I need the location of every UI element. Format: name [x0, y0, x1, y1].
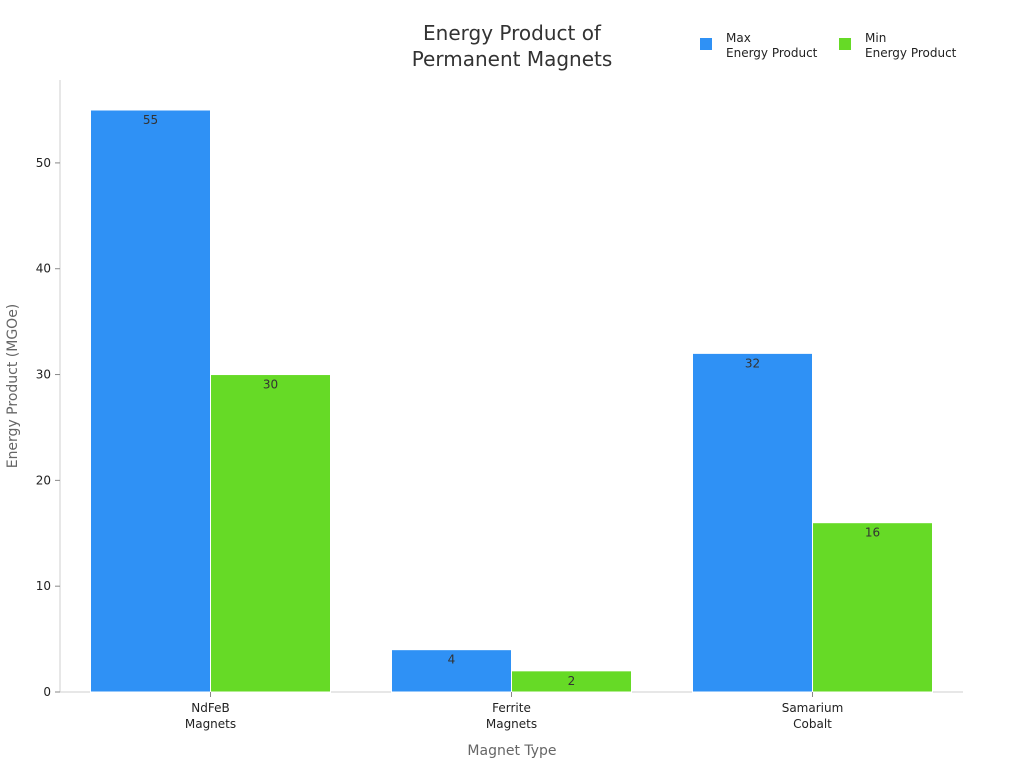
- data-label: 16: [865, 526, 880, 540]
- chart-title-line-1: Energy Product of: [423, 21, 602, 45]
- y-tick-label: 10: [36, 579, 51, 593]
- y-ticks: 0 10 20 30 40 50: [36, 156, 60, 699]
- x-tick-label: Magnets: [185, 717, 236, 731]
- bar-max-2[interactable]: [692, 352, 813, 693]
- x-axis-title: Magnet Type: [467, 743, 556, 759]
- legend-label-min-line-2: Energy Product: [865, 46, 957, 60]
- x-ticks: NdFeB Magnets Ferrite Magnets Samarium Cobalt: [185, 692, 843, 731]
- y-axis-title: Energy Product (MGOe): [5, 304, 21, 469]
- y-tick-label: 50: [36, 156, 51, 170]
- y-tick-label: 20: [36, 473, 51, 487]
- data-label: 32: [745, 356, 760, 370]
- bar-max-0[interactable]: [90, 109, 211, 693]
- data-label: 2: [568, 674, 576, 688]
- chart-title-line-2: Permanent Magnets: [412, 47, 613, 71]
- x-tick-label: Cobalt: [793, 717, 832, 731]
- x-tick-label: Magnets: [486, 717, 537, 731]
- data-label: 30: [263, 378, 278, 392]
- legend-label-max-line-1: Max: [726, 31, 751, 45]
- y-tick-label: 0: [43, 685, 51, 699]
- bar-min-0[interactable]: [210, 374, 331, 693]
- data-label: 55: [143, 113, 158, 127]
- y-tick-label: 30: [36, 368, 51, 382]
- x-tick-label: NdFeB: [191, 701, 229, 715]
- legend-swatch-min: [839, 38, 851, 50]
- legend-item-max[interactable]: Max Energy Product: [700, 31, 818, 60]
- legend-swatch-max: [700, 38, 712, 50]
- x-tick-label: Samarium: [782, 701, 844, 715]
- legend-label-min-line-1: Min: [865, 31, 886, 45]
- bar-max-1[interactable]: [391, 649, 512, 693]
- data-label: 4: [448, 653, 456, 667]
- bar-min-2[interactable]: [812, 522, 933, 693]
- legend-label-max-line-2: Energy Product: [726, 46, 818, 60]
- x-tick-label: Ferrite: [492, 701, 531, 715]
- bars: 55 30 4 2 32 16: [90, 109, 933, 693]
- y-tick-label: 40: [36, 262, 51, 276]
- legend: Max Energy Product Min Energy Product: [700, 31, 957, 60]
- bar-min-1[interactable]: [511, 670, 632, 693]
- legend-item-min[interactable]: Min Energy Product: [839, 31, 957, 60]
